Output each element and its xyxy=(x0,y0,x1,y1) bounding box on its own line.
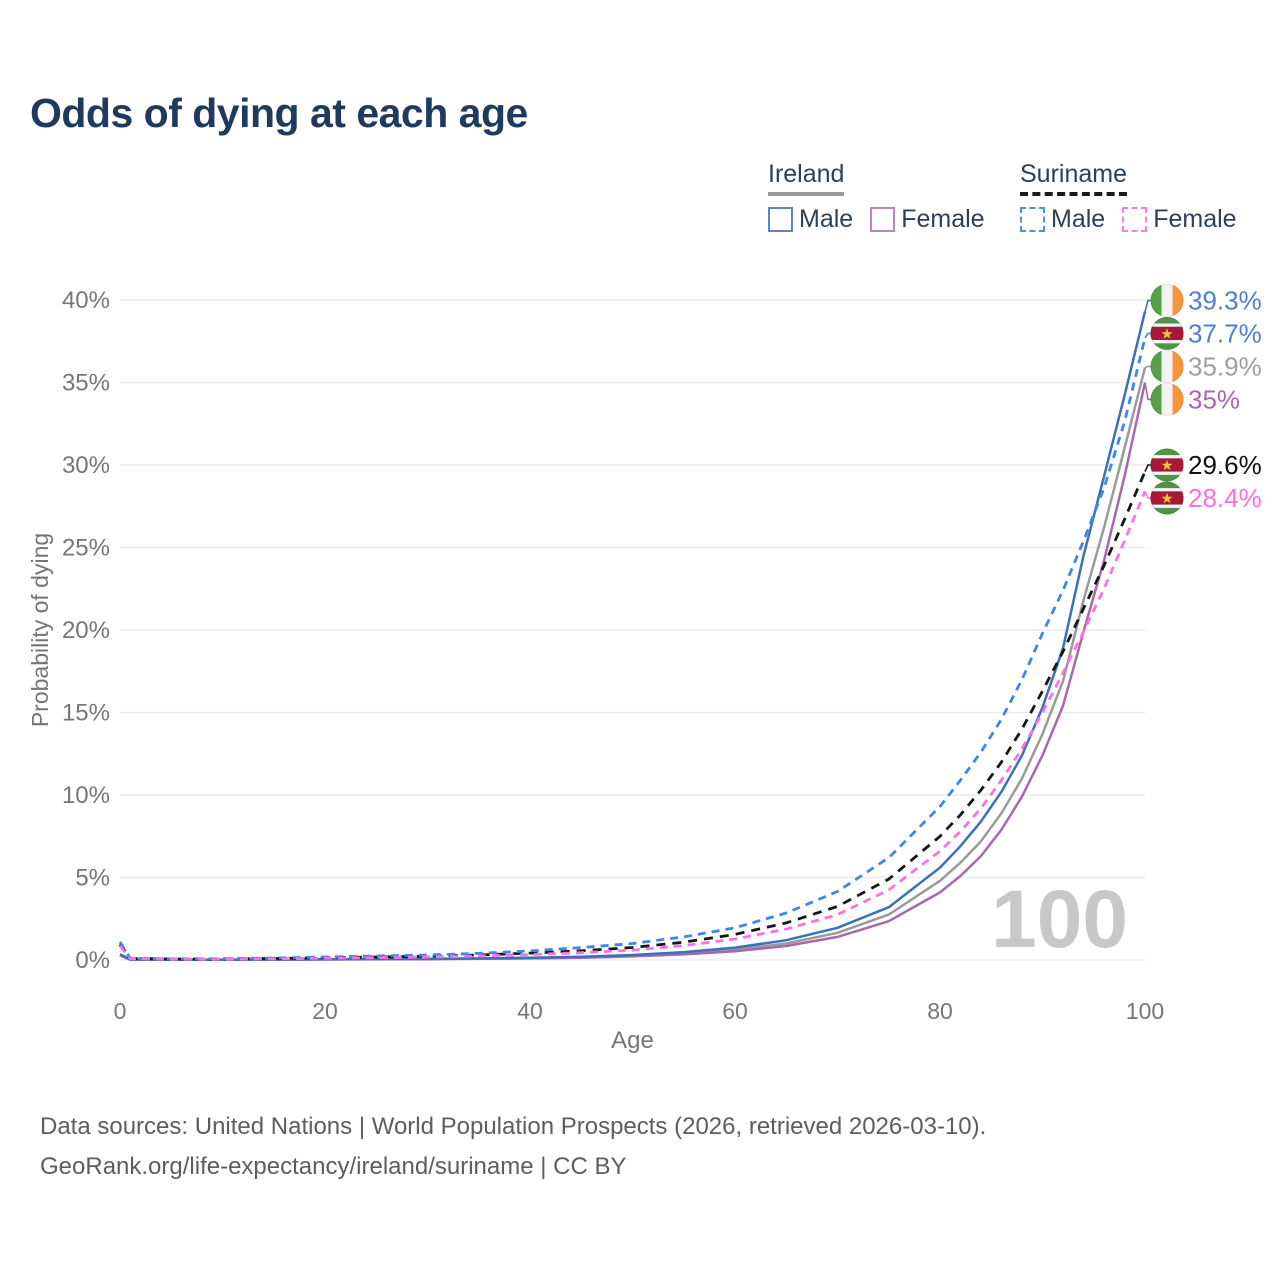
end-label-value-ireland-male: 39.3% xyxy=(1188,285,1262,315)
legend-group-ireland: Ireland Male Female xyxy=(768,160,985,234)
end-label-leader-suriname-female xyxy=(1144,491,1151,499)
end-label-value-ireland-both: 35.9% xyxy=(1188,351,1262,381)
x-tick-40: 40 xyxy=(517,998,543,1024)
x-tick-100: 100 xyxy=(1126,998,1164,1024)
chart-footer: Data sources: United Nations | World Pop… xyxy=(40,1107,986,1187)
end-label-leader-ireland-female xyxy=(1144,382,1151,401)
legend-country-suriname[interactable]: Suriname xyxy=(1020,160,1127,196)
suriname-male-swatch-icon xyxy=(1020,207,1045,232)
ireland-male-swatch-icon xyxy=(768,207,793,232)
x-tick-20: 20 xyxy=(312,998,338,1024)
ireland-female-swatch-icon xyxy=(870,207,896,232)
y-tick-5%: 5% xyxy=(75,865,110,892)
y-tick-0%: 0% xyxy=(75,947,110,974)
x-axis-label: Age xyxy=(611,1027,654,1054)
y-tick-35%: 35% xyxy=(62,370,110,397)
flag-icon-ireland xyxy=(1150,349,1184,383)
age-marker-watermark: 100 xyxy=(991,874,1128,965)
series-line-ireland-both[interactable] xyxy=(119,367,1147,962)
end-label-leader-ireland-male xyxy=(1144,299,1151,312)
x-tick-60: 60 xyxy=(722,998,748,1024)
y-tick-20%: 20% xyxy=(62,617,110,644)
legend-item-ireland-male[interactable]: Male xyxy=(768,205,853,234)
attribution-text: GeoRank.org/life-expectancy/ireland/suri… xyxy=(40,1153,627,1180)
y-axis-label: Probability of dying xyxy=(27,533,53,727)
legend-country-ireland[interactable]: Ireland xyxy=(768,160,845,196)
series-line-suriname-male[interactable] xyxy=(118,337,1147,961)
end-label-leader-suriname-both xyxy=(1144,464,1151,472)
legend-item-suriname-female[interactable]: Female xyxy=(1122,205,1237,234)
series-line-ireland-male[interactable] xyxy=(119,311,1147,961)
flag-icon-suriname xyxy=(1150,448,1184,482)
legend-label-suriname-male: Male xyxy=(1051,205,1106,233)
end-label-value-suriname-female: 28.4% xyxy=(1188,483,1262,513)
end-label-value-suriname-male: 37.7% xyxy=(1188,318,1262,348)
flag-icon-ireland xyxy=(1150,283,1184,317)
flag-icon-suriname xyxy=(1150,481,1184,515)
end-label-value-ireland-female: 35% xyxy=(1188,384,1240,414)
end-label-leader-ireland-both xyxy=(1144,365,1151,369)
legend-item-suriname-male[interactable]: Male xyxy=(1020,205,1105,234)
x-tick-0: 0 xyxy=(114,998,127,1024)
series-line-suriname-female[interactable] xyxy=(118,490,1147,961)
legend-group-suriname: Suriname Male Female xyxy=(1020,160,1237,234)
y-tick-10%: 10% xyxy=(62,782,110,809)
legend-label-suriname-female: Female xyxy=(1153,205,1237,233)
legend-item-ireland-female[interactable]: Female xyxy=(870,205,985,234)
y-tick-15%: 15% xyxy=(62,700,110,727)
flag-icon-ireland xyxy=(1150,382,1184,416)
data-source-text: Data sources: United Nations | World Pop… xyxy=(40,1113,987,1140)
page-title: Odds of dying at each age xyxy=(30,90,528,136)
legend-label-ireland-female: Female xyxy=(901,205,985,233)
legend-label-ireland-male: Male xyxy=(799,205,854,233)
y-tick-30%: 30% xyxy=(62,452,110,479)
y-tick-25%: 25% xyxy=(62,535,110,562)
y-tick-40%: 40% xyxy=(62,287,110,314)
end-label-value-suriname-both: 29.6% xyxy=(1188,450,1262,480)
x-tick-80: 80 xyxy=(927,998,953,1024)
end-label-leader-suriname-male xyxy=(1144,332,1151,339)
suriname-female-swatch-icon xyxy=(1122,207,1148,232)
flag-icon-suriname xyxy=(1150,316,1184,350)
